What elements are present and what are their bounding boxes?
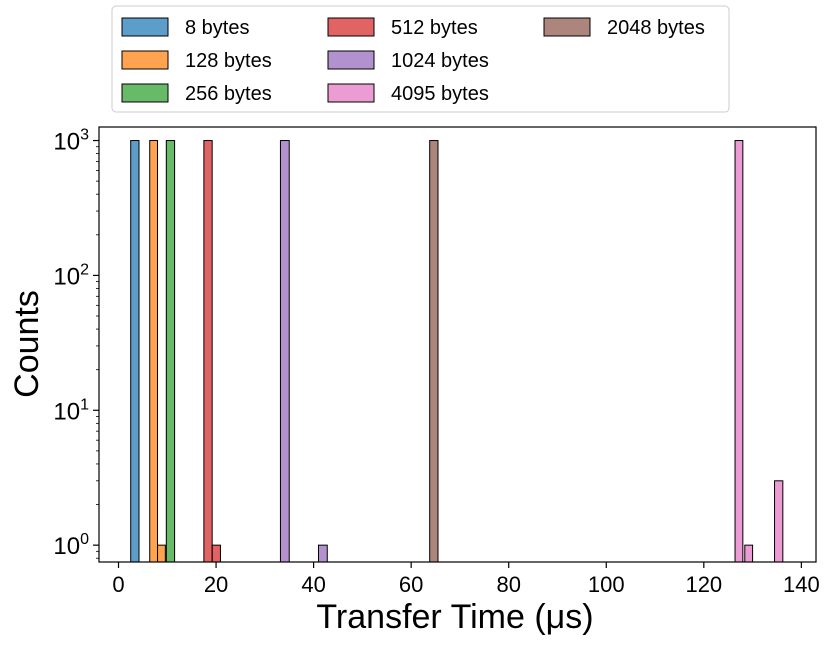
bar-512-bytes-0 <box>203 140 213 563</box>
legend-label: 2048 bytes <box>607 17 705 39</box>
y-tick-label: 100 <box>53 531 89 560</box>
x-tick-label: 40 <box>301 572 325 597</box>
x-tick-label: 0 <box>112 572 124 597</box>
bar-128-bytes-1 <box>157 544 166 563</box>
legend-swatch <box>121 83 169 103</box>
axes-frame <box>98 126 817 563</box>
x-axis-label: Transfer Time (μs) <box>316 598 593 636</box>
legend-swatch <box>327 50 375 70</box>
x-tick-label: 140 <box>783 572 820 597</box>
legend-swatch <box>121 17 169 37</box>
legend-label: 128 bytes <box>185 50 272 72</box>
y-axis-label: Counts <box>8 290 46 398</box>
x-tick-label: 20 <box>204 572 228 597</box>
legend: 8 bytes 128 bytes 256 bytes 512 bytes 1024 b… <box>111 5 730 113</box>
y-axis-ticks: 100 101 102 103 <box>53 127 99 560</box>
bar-1024-bytes-1 <box>317 544 328 563</box>
plot-area: 0 20 40 60 80 100 120 140 100 101 102 103 <box>53 126 820 597</box>
x-tick-label: 120 <box>685 572 722 597</box>
legend-label: 512 bytes <box>391 17 478 39</box>
bar-8-bytes-0 <box>130 140 140 563</box>
bar-1024-bytes-0 <box>279 140 290 563</box>
x-tick-label: 80 <box>496 572 520 597</box>
legend-swatch <box>543 17 591 37</box>
x-tick-label: 100 <box>588 572 625 597</box>
y-tick-label: 101 <box>53 396 89 425</box>
y-tick-label: 102 <box>53 261 89 290</box>
legend-items: 8 bytes 128 bytes 256 bytes 512 bytes 1024 b… <box>121 17 705 105</box>
x-tick-label: 60 <box>399 572 423 597</box>
bar-512-bytes-1 <box>211 544 221 563</box>
bar-4095-bytes-1 <box>744 544 754 563</box>
legend-label: 256 bytes <box>185 83 272 105</box>
legend-label: 8 bytes <box>185 17 249 39</box>
bar-2048-bytes-0 <box>429 140 439 563</box>
bar-256-bytes-0 <box>165 140 176 563</box>
legend-label: 1024 bytes <box>391 50 489 72</box>
legend-swatch <box>327 83 375 103</box>
legend-swatch <box>121 50 169 70</box>
y-tick-label: 103 <box>53 127 89 156</box>
bar-128-bytes-0 <box>149 140 159 563</box>
bar-4095-bytes-0 <box>734 140 744 563</box>
legend-label: 4095 bytes <box>391 83 489 105</box>
bar-4095-bytes-2 <box>774 480 784 563</box>
bars <box>130 140 784 563</box>
x-axis-ticks: 0 20 40 60 80 100 120 140 <box>112 562 820 597</box>
legend-swatch <box>327 17 375 37</box>
